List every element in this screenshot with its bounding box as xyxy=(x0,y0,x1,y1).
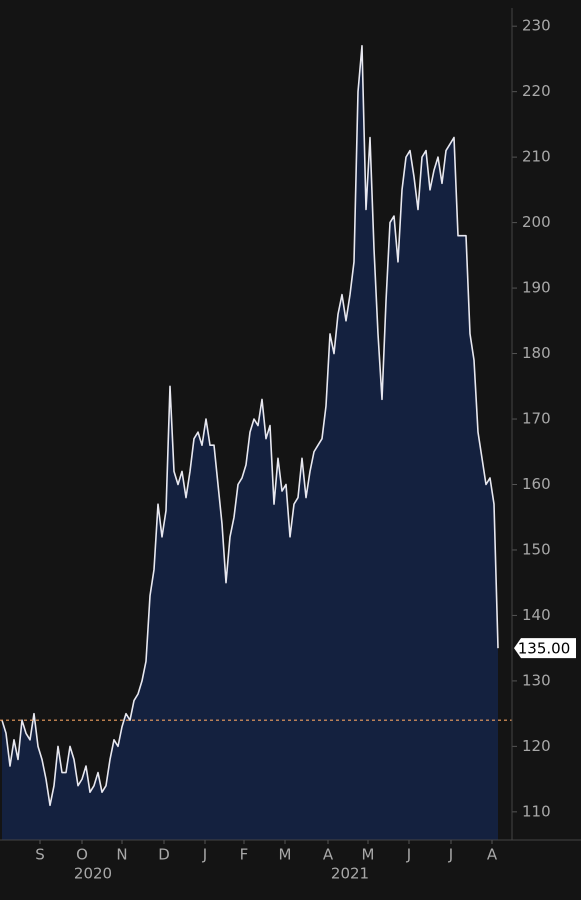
area-fill xyxy=(2,45,498,841)
year-label: 2020 xyxy=(74,865,112,883)
x-tick-label: J xyxy=(406,846,411,864)
x-tick-label: O xyxy=(76,846,88,864)
x-tick-label: J xyxy=(448,846,453,864)
y-tick-label: 170 xyxy=(522,410,551,428)
y-tick-label: 120 xyxy=(522,737,551,755)
y-tick-label: 210 xyxy=(522,148,551,166)
x-tick-label: F xyxy=(240,846,249,864)
y-tick-label: 140 xyxy=(522,606,551,624)
y-tick-label: 150 xyxy=(522,540,551,558)
y-tick-label: 160 xyxy=(522,475,551,493)
x-tick-label: D xyxy=(158,846,170,864)
y-tick-label: 190 xyxy=(522,279,551,297)
y-tick-label: 230 xyxy=(522,17,551,35)
y-tick-label: 200 xyxy=(522,213,551,231)
y-tick-label: 220 xyxy=(522,82,551,100)
y-tick-label: 180 xyxy=(522,344,551,362)
y-tick-label: 110 xyxy=(522,802,551,820)
x-tick-label: N xyxy=(116,846,127,864)
x-tick-label: M xyxy=(279,846,292,864)
last-price-tag xyxy=(514,638,576,659)
x-tick-label: M xyxy=(362,846,375,864)
price-line xyxy=(1,45,499,807)
year-label: 2021 xyxy=(331,865,369,883)
x-tick-label: A xyxy=(323,846,334,864)
last-price-label: 135.00 xyxy=(518,640,571,658)
x-tick-label: A xyxy=(487,846,498,864)
x-tick-label: S xyxy=(35,846,45,864)
y-tick-label: 130 xyxy=(522,671,551,689)
x-tick-label: J xyxy=(202,846,207,864)
